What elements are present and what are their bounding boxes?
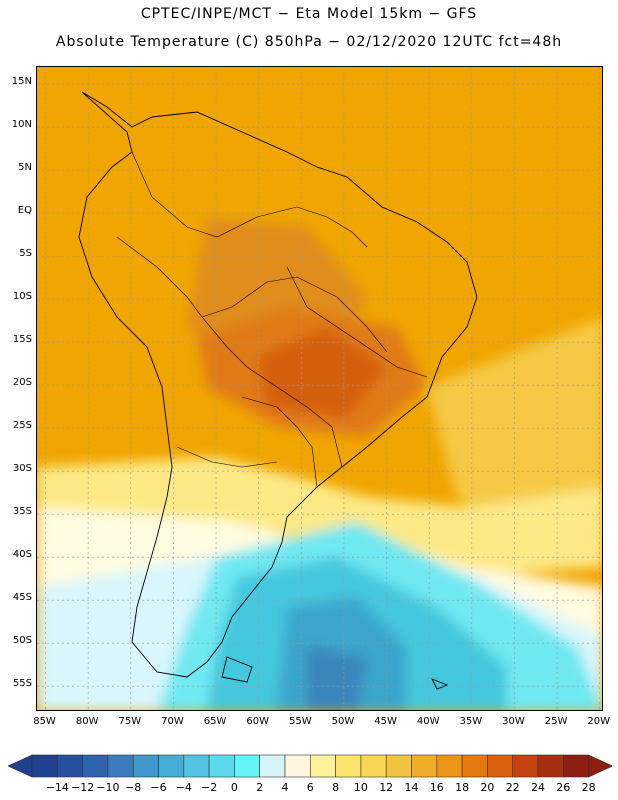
colorbar-tick-label: 20 (480, 781, 495, 794)
latitude-tick-label: 15N (11, 76, 32, 88)
border-chile-argentina (176, 446, 278, 468)
latitude-tick-label: 40S (12, 549, 32, 561)
temperature-map (36, 66, 603, 711)
longitude-tick-label: 40W (416, 716, 440, 727)
latitude-tick-label: 35S (12, 506, 32, 518)
colorbar-tick-label: −14 (45, 781, 69, 794)
deep-cold-field (307, 647, 367, 710)
colorbar-swatch (461, 754, 488, 778)
border-paraguay (241, 396, 318, 488)
latitude-tick-label: EQ (17, 205, 32, 217)
colorbar-swatch (132, 754, 159, 778)
border-states (286, 266, 428, 378)
pale-field (37, 457, 602, 577)
colorbar-swatch (512, 754, 539, 778)
longitude-tick-label: 75W (118, 716, 142, 727)
falklands (221, 656, 253, 683)
latitude-tick-label: 25S (12, 420, 32, 432)
colorbar-swatch (411, 754, 438, 778)
coastline (78, 91, 478, 690)
colorbar-swatch (562, 754, 589, 778)
south-georgia (431, 678, 449, 690)
colorbar-tick-label: 24 (531, 781, 545, 794)
colorbar-swatch (335, 754, 362, 778)
colorbar-swatch (537, 754, 564, 778)
longitude-tick-label: 65W (203, 716, 227, 727)
latitude-tick-label: 15S (12, 334, 32, 346)
colorbar-tick-label: 10 (353, 781, 368, 794)
colorbar-tick-label: 18 (455, 781, 470, 794)
colorbar-min-arrow (8, 754, 33, 778)
latitude-tick-label: 20S (12, 377, 32, 389)
colorbar-swatch (360, 754, 387, 778)
continent-outline (78, 91, 478, 678)
colorbar-tick-label: 28 (581, 781, 596, 794)
colorbar-swatch (234, 754, 260, 778)
map-canvas (37, 67, 602, 710)
colorbar-tick-label: 14 (404, 781, 419, 794)
colorbar-tick-label: 4 (281, 781, 289, 794)
colorbar-tick-label: 12 (379, 781, 394, 794)
latitude-tick-label: 10S (12, 291, 32, 303)
latitude-tick-label: 30S (12, 463, 32, 475)
colorbar-tick-label: −12 (70, 781, 95, 794)
country-borders (116, 151, 428, 488)
colorbar-tick-label: 6 (306, 781, 314, 794)
longitude-tick-label: 85W (33, 716, 56, 727)
latitude-tick-label: 5S (19, 248, 32, 260)
colorbar-swatch (309, 754, 336, 778)
map-title: CPTEC/INPE/MCT − Eta Model 15km − GFS (140, 6, 478, 22)
border-amazon (201, 276, 388, 353)
colorbar-tick-label: −10 (96, 781, 120, 794)
colorbar-tick-label: 26 (556, 781, 571, 794)
colorbar-tick-label: 16 (429, 781, 444, 794)
border-andes-east (116, 236, 343, 468)
colorbar-swatch (284, 754, 311, 778)
colorbar-tick-label: 0 (230, 781, 238, 794)
colorbar-swatch (436, 754, 463, 778)
colorbar-swatch (31, 754, 58, 778)
colorbar-swatch (107, 754, 134, 778)
latitude-tick-label: 55S (12, 678, 32, 690)
longitude-tick-label: 30W (502, 716, 525, 727)
longitude-tick-label: 55W (289, 716, 312, 727)
colorbar-tick-label: −4 (175, 781, 192, 794)
longitude-tick-label: 60W (246, 716, 269, 727)
colorbar-swatch (487, 754, 513, 778)
longitude-tick-label: 70W (161, 716, 184, 727)
colorbar-swatch (82, 754, 109, 778)
colorbar-tick-label: 22 (505, 781, 520, 794)
colorbar-tick-label: −8 (125, 781, 142, 794)
colorbar-swatch (183, 754, 210, 778)
temperature-colorbar (8, 754, 612, 778)
longitude-tick-label: 50W (331, 716, 355, 727)
longitude-tick-label: 35W (459, 716, 483, 727)
latitude-tick-label: 5N (18, 162, 32, 174)
longitude-tick-label: 20W (587, 716, 611, 727)
colorbar-tick-label: −2 (200, 781, 218, 794)
colorbar-tick-label: 8 (332, 781, 340, 794)
latitude-tick-label: 45S (12, 592, 32, 604)
colorbar-max-arrow (588, 754, 612, 778)
longitude-tick-label: 45W (374, 716, 397, 727)
map-subtitle: Absolute Temperature (C) 850hPa − 02/12/… (55, 34, 563, 50)
colorbar-tick-label: −6 (150, 781, 167, 794)
colorbar-swatch (56, 754, 83, 778)
colorbar-swatch (158, 754, 185, 778)
colorbar-swatch (385, 754, 412, 778)
hottest-field (257, 327, 387, 417)
latitude-tick-label: 50S (12, 635, 32, 647)
colorbar-tick-label: 2 (256, 781, 264, 794)
longitude-tick-label: 80W (75, 716, 99, 727)
border-north (131, 151, 368, 248)
colorbar-swatch (208, 754, 235, 778)
latitude-tick-label: 10N (11, 119, 32, 131)
longitude-tick-label: 25W (544, 716, 568, 727)
colorbar-swatch (259, 754, 286, 778)
